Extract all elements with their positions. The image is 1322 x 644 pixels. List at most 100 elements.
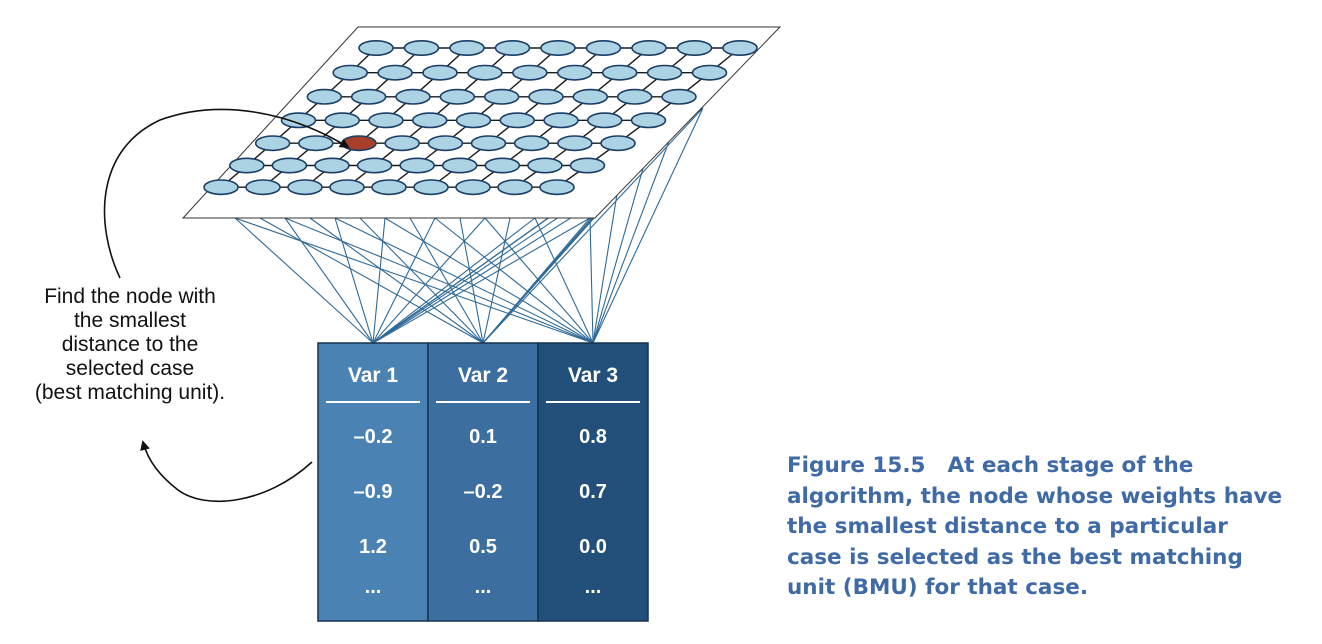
var-value: 1.2 [359,536,387,558]
som-node [616,88,653,105]
bmu-annotation: Find the node with the smallest distance… [0,285,260,405]
som-node [600,135,636,152]
som-node [441,157,478,174]
var-column-2 [427,342,539,622]
var-value: ... [365,576,382,598]
som-node [722,39,758,56]
som-node [455,112,492,129]
connection-line [372,217,536,344]
connection-line [234,217,374,344]
connection-line [334,217,594,344]
som-node [631,39,667,56]
connection-line [589,217,594,344]
connection-line [334,217,374,344]
figure-caption: Figure 15.5 At each stage of the algorith… [787,451,1317,604]
som-node [203,179,239,196]
som-node [411,112,448,129]
annotation-line: Find the node with [44,285,216,308]
som-node [350,88,387,105]
som-node [314,157,350,174]
connection-line [592,187,619,344]
var-value: ... [475,576,492,598]
connection-line [372,217,436,344]
var-column-1 [317,342,429,622]
connection-line [359,217,484,344]
som-node [586,112,623,129]
annotation-line: (best matching unit). [34,381,226,404]
connection-line [372,217,386,344]
connection-line [234,217,594,344]
som-node [484,157,521,174]
connection-line [482,217,511,344]
var-value: ... [585,576,602,598]
var-header: Var 1 [348,364,399,387]
som-node [556,64,593,81]
connection-line [592,127,675,344]
som-node [271,157,308,174]
som-node [245,179,281,196]
som-node [280,112,317,129]
som-node [601,64,638,81]
som-node [572,88,609,105]
som-node [332,64,368,81]
bmu-arrow-to-node [103,108,350,279]
som-node [513,135,550,152]
som-node [497,179,533,196]
som-node [470,135,507,152]
som-node [229,157,265,174]
som-node [585,39,622,56]
var-value: –0.2 [354,426,393,448]
connection-line [459,217,484,344]
som-node [254,135,291,152]
som-node [384,135,420,152]
annotation-line: selected case [65,357,195,380]
bmu-node [341,135,377,152]
som-node [540,39,576,56]
connection-line [284,217,374,344]
som-node [467,64,503,81]
som-node [324,112,361,129]
annotation-line: distance to the [61,333,199,356]
caption-line: the smallest distance to a particular [787,514,1228,539]
som-node [287,179,323,196]
som-node [399,157,435,174]
connection-line [534,217,594,344]
caption-line: unit (BMU) for that case. [787,575,1088,600]
som-node [298,135,334,152]
som-node [527,157,563,174]
connection-line [372,217,486,344]
var-value: 0.1 [469,426,497,448]
connection-line [484,217,594,344]
connection-line [434,217,594,344]
connection-line [309,217,484,344]
input-variables-table: Var 1 –0.2 –0.9 1.2... Var 2 0.1 –0.2 0.5... Var… [317,342,649,622]
connection-line [592,107,704,344]
som-node [455,179,491,196]
som-node [358,39,394,56]
som-node [403,39,440,56]
caption-line: algorithm, the node whose weights have [787,483,1283,509]
som-node [494,39,531,56]
var-column-3 [537,342,649,622]
som-node [449,39,485,56]
figure-label: Figure 15.5 [787,453,926,478]
connection-line [284,217,594,344]
som-node [329,179,365,196]
caption-line: At each stage of the [947,453,1194,478]
som-node [557,135,593,152]
som-node [483,88,520,105]
som-node [377,64,413,81]
var-value: –0.9 [354,481,393,503]
som-node [306,88,343,105]
var-value: 0.7 [579,481,607,503]
som-node [371,179,407,196]
som-node [499,112,536,129]
var-value: –0.2 [464,481,503,503]
som-node [413,179,449,196]
som-node [676,39,713,56]
annotation-line: the smallest [73,309,187,332]
som-node [691,64,728,81]
caption-line: case is selected as the best matching [787,544,1243,570]
connection-line [259,217,484,344]
